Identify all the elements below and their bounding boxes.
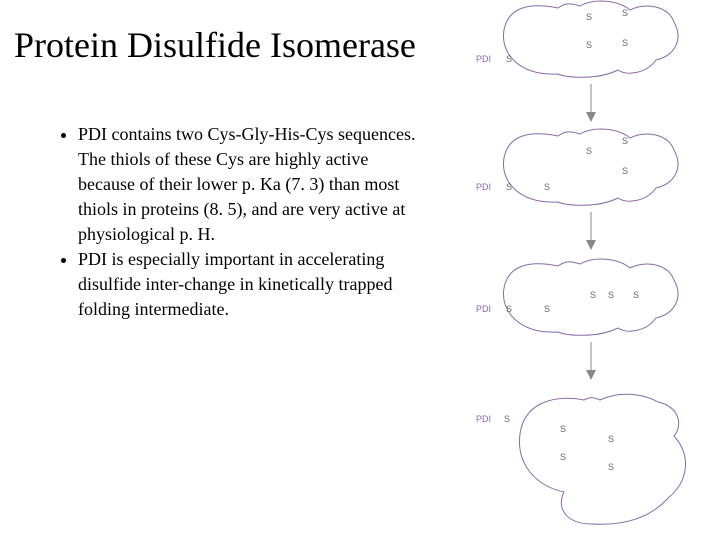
s-label: S: [608, 462, 614, 472]
pdi-label: PDI: [476, 304, 491, 314]
s-label: S: [622, 8, 628, 18]
s-label: S: [622, 38, 628, 48]
s-label: S: [506, 182, 512, 192]
s-label: S: [586, 146, 592, 156]
s-label: S: [590, 290, 596, 300]
s-label: S: [560, 424, 566, 434]
pdi-label: PDI: [476, 414, 491, 424]
diagram-frame-1: PDI S S S S S: [468, 0, 718, 82]
s-label: S: [608, 290, 614, 300]
diagram-frame-2: PDI S S S S S: [468, 128, 718, 210]
s-label: S: [622, 166, 628, 176]
s-label: S: [544, 182, 550, 192]
s-label: S: [506, 304, 512, 314]
bullet-item: PDI is especially important in accelerat…: [78, 247, 428, 322]
protein-blob-1: [468, 0, 718, 82]
s-label: S: [544, 304, 550, 314]
protein-blob-2: [468, 128, 718, 210]
s-label: S: [608, 434, 614, 444]
s-label: S: [633, 290, 639, 300]
bullets-list: PDI contains two Cys-Gly-His-Cys sequenc…: [48, 122, 428, 322]
s-label: S: [504, 414, 510, 424]
pdi-label: PDI: [476, 182, 491, 192]
pdi-label: PDI: [476, 54, 491, 64]
pdi-mechanism-diagram: PDI S S S S S PDI S S S S S: [468, 0, 718, 540]
s-label: S: [586, 40, 592, 50]
s-label: S: [586, 12, 592, 22]
s-label: S: [506, 54, 512, 64]
protein-blob-4: [468, 390, 718, 530]
arrow-down-icon: [586, 342, 596, 382]
arrow-down-icon: [586, 212, 596, 252]
s-label: S: [622, 136, 628, 146]
diagram-frame-3: PDI S S S S S: [468, 258, 718, 340]
bullet-item: PDI contains two Cys-Gly-His-Cys sequenc…: [78, 122, 428, 247]
arrow-down-icon: [586, 84, 596, 124]
page-title: Protein Disulfide Isomerase: [14, 24, 416, 66]
s-label: S: [560, 452, 566, 462]
diagram-frame-4: PDI S S S S S: [468, 390, 718, 530]
slide: Protein Disulfide Isomerase PDI contains…: [0, 0, 720, 540]
